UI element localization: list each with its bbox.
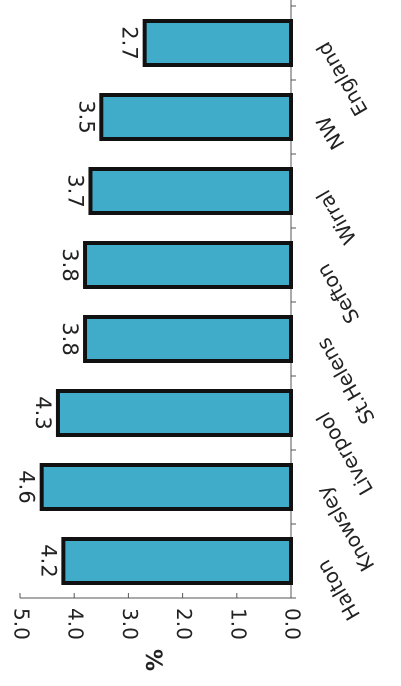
category-label: Sefton	[311, 260, 364, 328]
value-label: 4.2	[36, 544, 60, 577]
category-label: England	[311, 38, 372, 120]
value-label: 3.8	[58, 248, 82, 281]
tick-label: 1.0	[226, 608, 250, 640]
bar	[83, 315, 294, 363]
tick-label: 3.0	[118, 608, 142, 640]
bar	[142, 19, 293, 67]
x-axis-title: %	[140, 649, 165, 671]
value-label: 3.8	[58, 322, 82, 355]
tick-label: 0.0	[281, 608, 305, 640]
value-label: 3.7	[63, 174, 87, 207]
value-label: 4.3	[31, 396, 55, 429]
category-label: Wirral	[311, 186, 361, 249]
value-label: 4.6	[15, 470, 39, 503]
bar	[61, 537, 293, 585]
tick-label: 5.0	[10, 608, 34, 640]
value-label: 3.5	[74, 100, 98, 133]
value-label: 2.7	[118, 26, 142, 59]
bar	[83, 241, 294, 289]
bar	[55, 389, 293, 437]
bar	[39, 463, 294, 511]
tick-label: 2.0	[172, 608, 196, 640]
category-label: Knowsley	[311, 482, 379, 576]
tick-label: 4.0	[64, 608, 88, 640]
bar	[99, 93, 293, 141]
bar	[88, 167, 293, 215]
category-label: NW	[311, 112, 349, 154]
